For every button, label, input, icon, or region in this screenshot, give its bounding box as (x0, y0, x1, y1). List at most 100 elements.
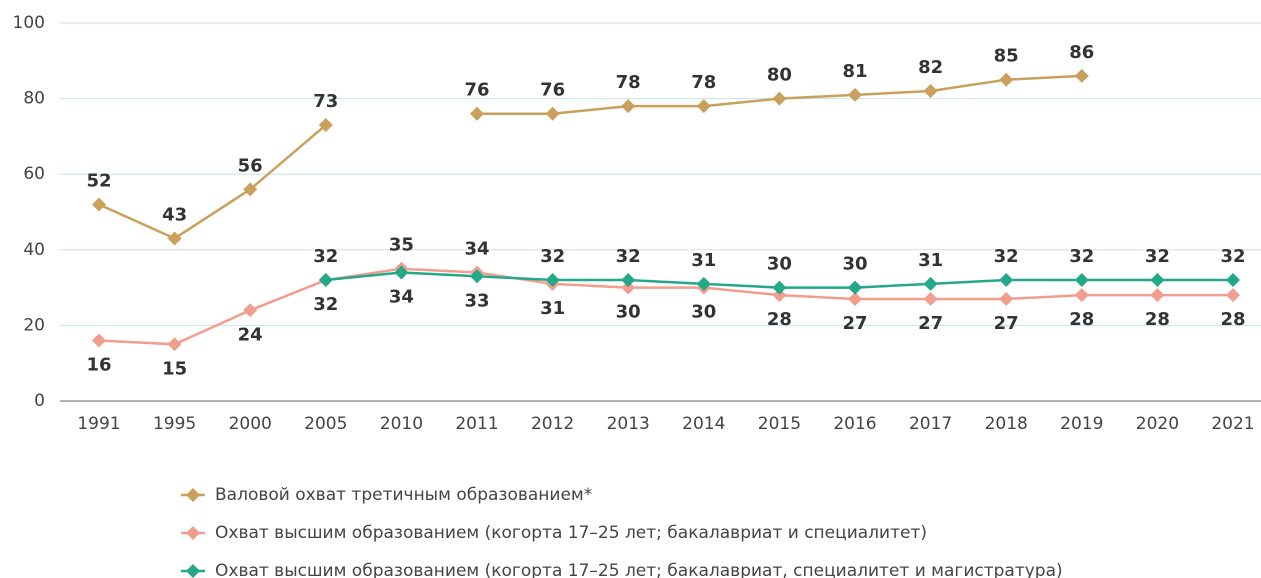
data-label: 81 (842, 61, 867, 82)
y-tick-label: 40 (23, 240, 45, 260)
data-label: 31 (691, 250, 716, 271)
data-label: 32 (313, 294, 338, 315)
data-point (1226, 288, 1240, 303)
data-label: 80 (767, 65, 792, 86)
data-label: 32 (1220, 246, 1245, 267)
data-label: 52 (86, 170, 111, 191)
data-point (848, 87, 862, 102)
y-tick-label: 0 (34, 391, 45, 411)
data-label: 43 (162, 204, 187, 225)
data-label: 34 (464, 238, 489, 259)
data-label: 76 (540, 80, 565, 101)
data-point (772, 288, 787, 303)
data-label: 73 (313, 91, 338, 112)
data-label: 31 (918, 250, 943, 271)
legend-marker (186, 564, 200, 578)
data-point (92, 333, 106, 348)
data-label: 16 (86, 355, 111, 376)
x-tick-label: 2010 (380, 414, 423, 434)
data-point (1226, 273, 1240, 288)
data-label: 82 (918, 57, 943, 78)
data-point (696, 276, 711, 291)
data-label: 32 (540, 246, 565, 267)
data-point (1074, 288, 1089, 303)
data-label: 76 (464, 80, 489, 101)
data-point (621, 280, 636, 295)
y-tick-label: 60 (23, 164, 45, 184)
data-point (999, 72, 1014, 87)
x-tick-label: 2000 (229, 414, 272, 434)
data-point (999, 273, 1014, 288)
data-label: 33 (464, 290, 489, 311)
y-tick-label: 100 (13, 13, 45, 33)
data-label: 28 (1069, 309, 1094, 330)
data-label: 31 (540, 298, 565, 319)
data-point (923, 291, 938, 306)
legend-marker (186, 488, 200, 502)
data-point (470, 269, 484, 284)
data-point (318, 118, 333, 133)
data-label: 32 (313, 246, 338, 267)
data-point (167, 231, 182, 246)
data-point (1074, 68, 1089, 83)
data-label: 32 (994, 246, 1019, 267)
data-label: 27 (918, 313, 943, 334)
data-label: 28 (1220, 309, 1245, 330)
x-tick-label: 1995 (153, 414, 196, 434)
data-label: 30 (616, 302, 641, 323)
data-label: 30 (767, 254, 792, 275)
x-tick-label: 2013 (607, 414, 650, 434)
data-label: 27 (842, 313, 867, 334)
data-point (545, 273, 560, 288)
x-tick-label: 2020 (1136, 414, 1179, 434)
data-point (243, 182, 258, 197)
legend-marker (186, 526, 200, 540)
data-label: 34 (389, 286, 414, 307)
data-label: 85 (994, 46, 1019, 67)
data-point (1150, 273, 1165, 288)
data-point (1150, 288, 1165, 303)
data-point (772, 91, 787, 106)
x-tick-label: 2005 (304, 414, 347, 434)
data-point (696, 99, 711, 114)
data-point (545, 106, 560, 121)
data-point (848, 280, 862, 295)
data-point (318, 273, 333, 288)
data-point (923, 276, 938, 291)
data-label: 30 (691, 302, 716, 323)
data-point (848, 291, 862, 306)
data-label: 32 (616, 246, 641, 267)
data-point (1074, 273, 1089, 288)
data-label: 32 (1069, 246, 1094, 267)
x-tick-label: 2021 (1211, 414, 1254, 434)
y-tick-label: 20 (23, 315, 45, 335)
data-label: 32 (1145, 246, 1170, 267)
data-label: 24 (238, 324, 263, 345)
data-label: 28 (767, 309, 792, 330)
x-tick-label: 2018 (985, 414, 1028, 434)
data-label: 35 (389, 235, 414, 256)
x-tick-label: 2019 (1060, 414, 1103, 434)
data-point (999, 291, 1014, 306)
legend-label: Охват высшим образованием (когорта 17–25… (215, 561, 1063, 578)
data-label: 28 (1145, 309, 1170, 330)
data-label: 56 (238, 155, 263, 176)
x-tick-label: 2014 (682, 414, 725, 434)
data-label: 30 (842, 254, 867, 275)
x-tick-label: 2012 (531, 414, 574, 434)
data-label: 86 (1069, 42, 1094, 63)
data-point (92, 197, 106, 212)
x-tick-label: 2017 (909, 414, 952, 434)
data-point (772, 280, 787, 295)
data-label: 78 (616, 72, 641, 93)
x-tick-label: 2015 (758, 414, 801, 434)
y-tick-label: 80 (23, 89, 45, 109)
data-point (470, 106, 484, 121)
data-point (167, 337, 182, 352)
data-label: 27 (994, 313, 1019, 334)
data-point (923, 84, 938, 99)
legend-label: Валовой охват третичным образованием* (215, 485, 592, 505)
data-point (243, 303, 258, 318)
legend-label: Охват высшим образованием (когорта 17–25… (215, 523, 927, 543)
